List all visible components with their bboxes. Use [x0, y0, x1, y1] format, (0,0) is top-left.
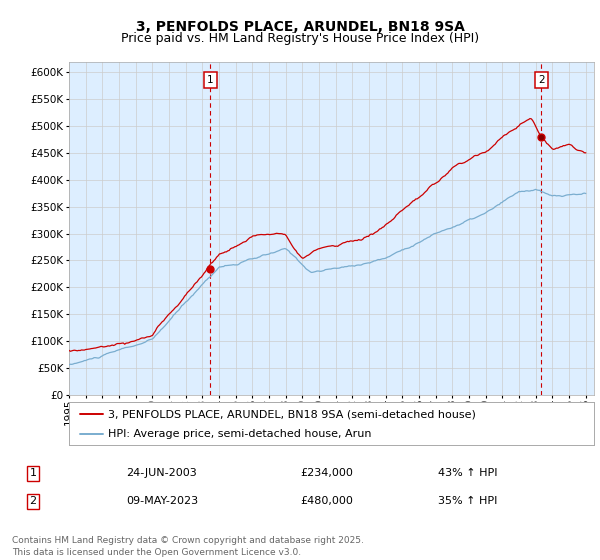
Text: £234,000: £234,000	[300, 468, 353, 478]
Text: HPI: Average price, semi-detached house, Arun: HPI: Average price, semi-detached house,…	[109, 430, 372, 440]
Text: Contains HM Land Registry data © Crown copyright and database right 2025.
This d: Contains HM Land Registry data © Crown c…	[12, 536, 364, 557]
Text: £480,000: £480,000	[300, 496, 353, 506]
Text: 3, PENFOLDS PLACE, ARUNDEL, BN18 9SA: 3, PENFOLDS PLACE, ARUNDEL, BN18 9SA	[136, 20, 464, 34]
Text: 1: 1	[29, 468, 37, 478]
Text: 35% ↑ HPI: 35% ↑ HPI	[438, 496, 497, 506]
Text: 1: 1	[207, 76, 214, 86]
Text: 43% ↑ HPI: 43% ↑ HPI	[438, 468, 497, 478]
Text: Price paid vs. HM Land Registry's House Price Index (HPI): Price paid vs. HM Land Registry's House …	[121, 32, 479, 45]
Text: 09-MAY-2023: 09-MAY-2023	[126, 496, 198, 506]
Text: 2: 2	[29, 496, 37, 506]
Text: 24-JUN-2003: 24-JUN-2003	[126, 468, 197, 478]
Text: 3, PENFOLDS PLACE, ARUNDEL, BN18 9SA (semi-detached house): 3, PENFOLDS PLACE, ARUNDEL, BN18 9SA (se…	[109, 409, 476, 419]
Text: 2: 2	[538, 76, 545, 86]
